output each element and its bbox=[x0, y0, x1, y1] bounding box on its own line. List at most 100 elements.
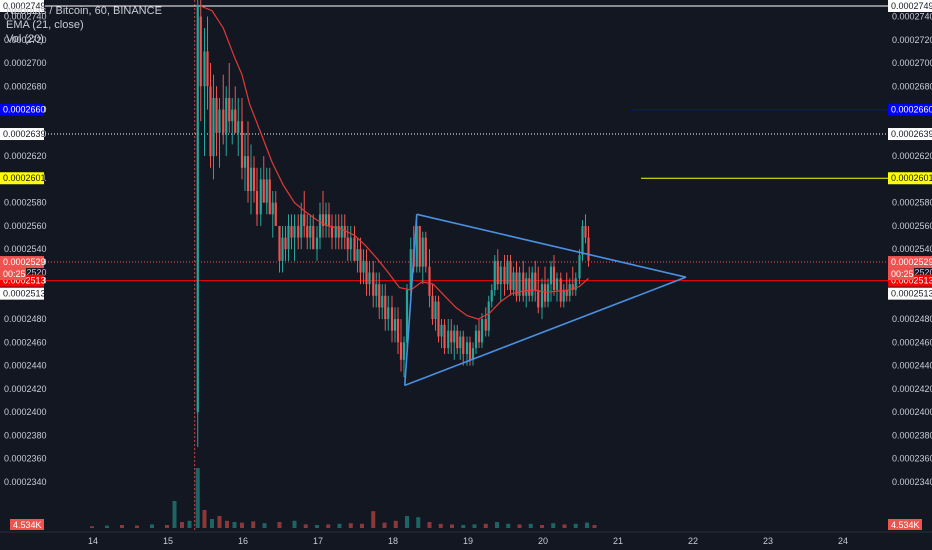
price-badge-bg-left-0 bbox=[0, 0, 44, 12]
candle-body-110 bbox=[540, 284, 544, 308]
candle-body-39 bbox=[318, 214, 322, 238]
candle-body-52 bbox=[359, 249, 362, 273]
y-tick-left-21: 0.0002340 bbox=[4, 477, 47, 487]
candle-body-9 bbox=[225, 97, 228, 133]
candle-body-26 bbox=[278, 225, 281, 261]
candle-body-27 bbox=[281, 237, 284, 261]
volume-badge-bg-left bbox=[10, 519, 44, 530]
volume-bar-31 bbox=[427, 522, 432, 528]
candle-body-111 bbox=[543, 284, 547, 302]
countdown-badge-bg-left bbox=[0, 268, 26, 281]
y-tick-right-3: 0.0002680 bbox=[892, 81, 932, 91]
candle-body-44 bbox=[334, 225, 337, 238]
candle-body-72 bbox=[421, 237, 424, 267]
candle-body-14 bbox=[240, 121, 244, 168]
candle-body-28 bbox=[284, 237, 287, 250]
x-tick-4: 18 bbox=[388, 536, 398, 546]
x-tick-3: 17 bbox=[313, 536, 323, 546]
candle-body-51 bbox=[356, 249, 359, 261]
volume-bar-9 bbox=[195, 468, 200, 528]
x-tick-5: 19 bbox=[463, 536, 473, 546]
y-tick-right-0: 0.0002740 bbox=[892, 11, 932, 21]
candle-body-38 bbox=[315, 237, 319, 250]
candle-body-65 bbox=[399, 342, 403, 360]
countdown-badge-right: 00:25 bbox=[891, 269, 914, 279]
candle-body-98 bbox=[503, 266, 506, 285]
x-tick-1: 15 bbox=[163, 536, 173, 546]
candle-body-74 bbox=[428, 266, 431, 296]
triangle-upper-line bbox=[416, 213, 687, 278]
price-badge-right-6: 0.0002513 bbox=[891, 289, 932, 299]
candle-body-16 bbox=[246, 156, 250, 192]
candle-body-43 bbox=[330, 225, 334, 238]
candle-body-101 bbox=[512, 272, 515, 290]
candle-body-84 bbox=[459, 336, 462, 349]
candle-body-8 bbox=[222, 109, 225, 133]
candle-body-50 bbox=[353, 237, 356, 261]
volume-bar-29 bbox=[405, 516, 409, 528]
volume-bar-3 bbox=[135, 525, 139, 528]
x-tick-0: 14 bbox=[88, 536, 98, 546]
countdown-badge-bg-right bbox=[888, 268, 914, 281]
volume-bar-42 bbox=[551, 523, 556, 528]
volume-bar-35 bbox=[472, 524, 477, 528]
y-tick-left-9: 0.0002560 bbox=[4, 221, 47, 231]
x-tick-10: 24 bbox=[838, 536, 848, 546]
candle-body-15 bbox=[243, 156, 247, 168]
x-tick-6: 20 bbox=[538, 536, 548, 546]
candle-body-56 bbox=[372, 272, 375, 296]
candle-body-79 bbox=[443, 324, 446, 349]
y-tick-right-2: 0.0002700 bbox=[892, 58, 932, 68]
y-tick-right-10: 0.0002540 bbox=[892, 244, 932, 254]
candle-body-34 bbox=[303, 214, 306, 226]
volume-bar-5 bbox=[165, 525, 169, 528]
candle-body-109 bbox=[537, 289, 540, 308]
triangle-left-line bbox=[403, 214, 418, 386]
candle-body-75 bbox=[431, 295, 434, 320]
candle-body-42 bbox=[327, 214, 331, 226]
y-tick-right-6: 0.0002620 bbox=[892, 151, 932, 161]
volume-bar-25 bbox=[360, 523, 364, 528]
volume-bar-15 bbox=[240, 522, 244, 528]
volume-bar-40 bbox=[528, 523, 533, 528]
candle-body-61 bbox=[387, 307, 390, 320]
price-badge-bg-left-4 bbox=[0, 256, 44, 269]
candle-body-116 bbox=[559, 278, 562, 302]
candle-body-40 bbox=[321, 214, 325, 226]
candle-body-120 bbox=[571, 284, 574, 290]
candle-body-125 bbox=[587, 237, 590, 261]
candle-body-73 bbox=[424, 237, 427, 267]
candle-body-2 bbox=[203, 51, 206, 87]
candle-body-115 bbox=[555, 278, 559, 290]
candle-body-82 bbox=[453, 330, 456, 343]
candle-body-18 bbox=[252, 167, 256, 192]
candle-body-68 bbox=[409, 249, 412, 290]
candle-body-12 bbox=[234, 109, 237, 133]
candle-body-71 bbox=[418, 225, 421, 267]
volume-bar-4 bbox=[150, 524, 154, 528]
price-badge-bg-left-3 bbox=[0, 172, 44, 185]
price-badge-left-6: 0.0002513 bbox=[3, 289, 46, 299]
volume-bar-23 bbox=[337, 523, 342, 528]
candle-body-108 bbox=[534, 272, 537, 290]
candle-body-95 bbox=[493, 260, 496, 290]
candle-body-24 bbox=[271, 202, 274, 215]
volume-bar-27 bbox=[382, 522, 387, 528]
y-tick-left-8: 0.0002580 bbox=[4, 198, 47, 208]
volume-bar-11 bbox=[210, 519, 214, 528]
price-badge-bg-right-2 bbox=[888, 128, 932, 141]
volume-bar-32 bbox=[438, 523, 443, 528]
candle-body-59 bbox=[381, 295, 384, 308]
y-tick-left-14: 0.0002480 bbox=[4, 314, 47, 324]
candle-body-102 bbox=[515, 272, 518, 296]
candle-body-104 bbox=[522, 272, 525, 296]
volume-bar-28 bbox=[393, 520, 398, 528]
x-tick-7: 21 bbox=[613, 536, 623, 546]
price-badge-right-2: 0.0002639 bbox=[891, 129, 932, 139]
volume-bar-1 bbox=[105, 525, 109, 528]
candle-body-60 bbox=[384, 295, 387, 320]
volume-bar-10 bbox=[202, 510, 207, 528]
volume-bar-34 bbox=[461, 525, 466, 528]
